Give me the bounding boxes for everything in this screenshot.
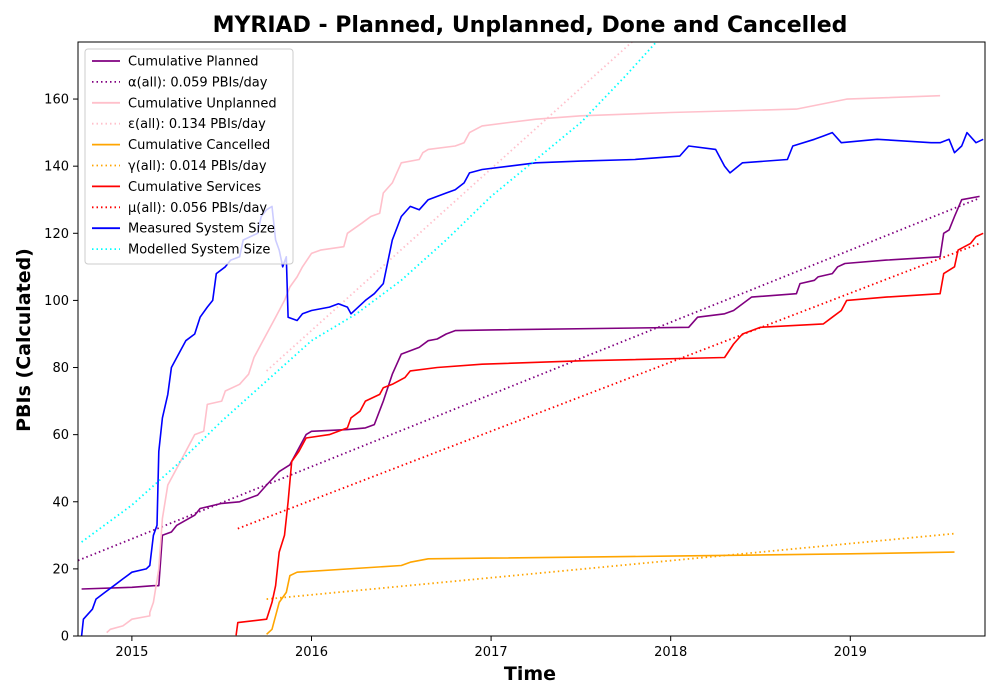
series-line-all-0-056-pbis-day (237, 242, 980, 530)
series-line-all-0-134-pbis-day (265, 42, 634, 372)
x-tick-label: 2018 (654, 645, 687, 660)
legend-label: Cumulative Planned (128, 55, 258, 70)
y-tick-label: 140 (44, 160, 69, 175)
legend-label: γ(all): 0.014 PBIs/day (128, 159, 267, 174)
legend: Cumulative Planned α(all): 0.059 PBIs/day… (84, 48, 294, 265)
y-axis: 0 20 40 60 80 100 120 140 160 (44, 93, 78, 645)
series-line-measured-system-size (80, 131, 984, 636)
plot-lines (78, 42, 984, 636)
legend-label: Measured System Size (128, 222, 275, 237)
series-line-modelled-system-size (81, 42, 657, 543)
y-tick-label: 60 (52, 428, 69, 443)
legend-label: ε(all): 0.134 PBIs/day (128, 117, 266, 132)
y-tick-label: 120 (44, 227, 69, 242)
legend-label: α(all): 0.059 PBIs/day (128, 75, 268, 90)
y-axis-label: PBIs (Calculated) (13, 248, 35, 432)
plot-frame (77, 41, 986, 637)
y-tick-label: 100 (44, 294, 69, 309)
legend-box (84, 48, 294, 265)
series-line-cumulative-planned (81, 195, 980, 590)
legend-label: Cumulative Unplanned (128, 96, 277, 111)
chart-title: MYRIAD - Planned, Unplanned, Done and Ca… (213, 13, 848, 38)
series-line-cumulative-services (235, 232, 984, 636)
legend-label: Cumulative Cancelled (128, 138, 270, 153)
legend-label: Modelled System Size (128, 243, 270, 258)
y-tick-label: 0 (61, 630, 69, 645)
x-tick-label: 2017 (475, 645, 508, 660)
y-tick-label: 20 (52, 562, 69, 577)
x-tick-label: 2015 (115, 645, 148, 660)
series-line-cumulative-cancelled (266, 551, 955, 635)
series-line-cumulative-unplanned (106, 94, 941, 634)
x-tick-label: 2016 (295, 645, 328, 660)
x-axis: 2015 2016 2017 2018 2019 (115, 636, 867, 660)
y-tick-label: 80 (52, 361, 69, 376)
y-tick-label: 160 (44, 93, 69, 108)
y-tick-label: 40 (52, 495, 69, 510)
x-tick-label: 2019 (834, 645, 867, 660)
legend-label: Cumulative Services (128, 180, 261, 195)
x-axis-label: Time (504, 663, 556, 685)
legend-label: μ(all): 0.056 PBIs/day (128, 201, 267, 216)
